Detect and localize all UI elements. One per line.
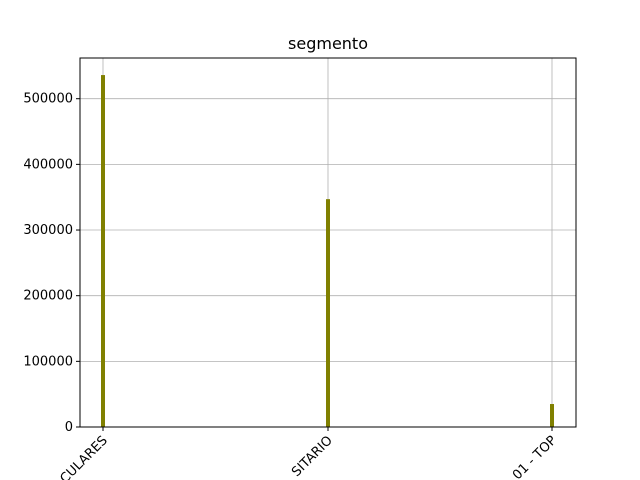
y-tick-label: 200000 <box>23 289 73 304</box>
y-tick-label: 500000 <box>23 92 73 107</box>
bars <box>101 75 554 428</box>
chart-title: segmento <box>288 34 368 53</box>
y-tick-label: 400000 <box>23 157 73 172</box>
y-tick-label: 0 <box>65 420 73 435</box>
bar <box>550 404 554 427</box>
y-tick-label: 100000 <box>23 354 73 369</box>
y-tick-label: 300000 <box>23 223 73 238</box>
bar <box>326 199 330 427</box>
bar <box>101 75 105 428</box>
y-axis: 0 100000 200000 300000 400000 500000 <box>23 92 80 435</box>
